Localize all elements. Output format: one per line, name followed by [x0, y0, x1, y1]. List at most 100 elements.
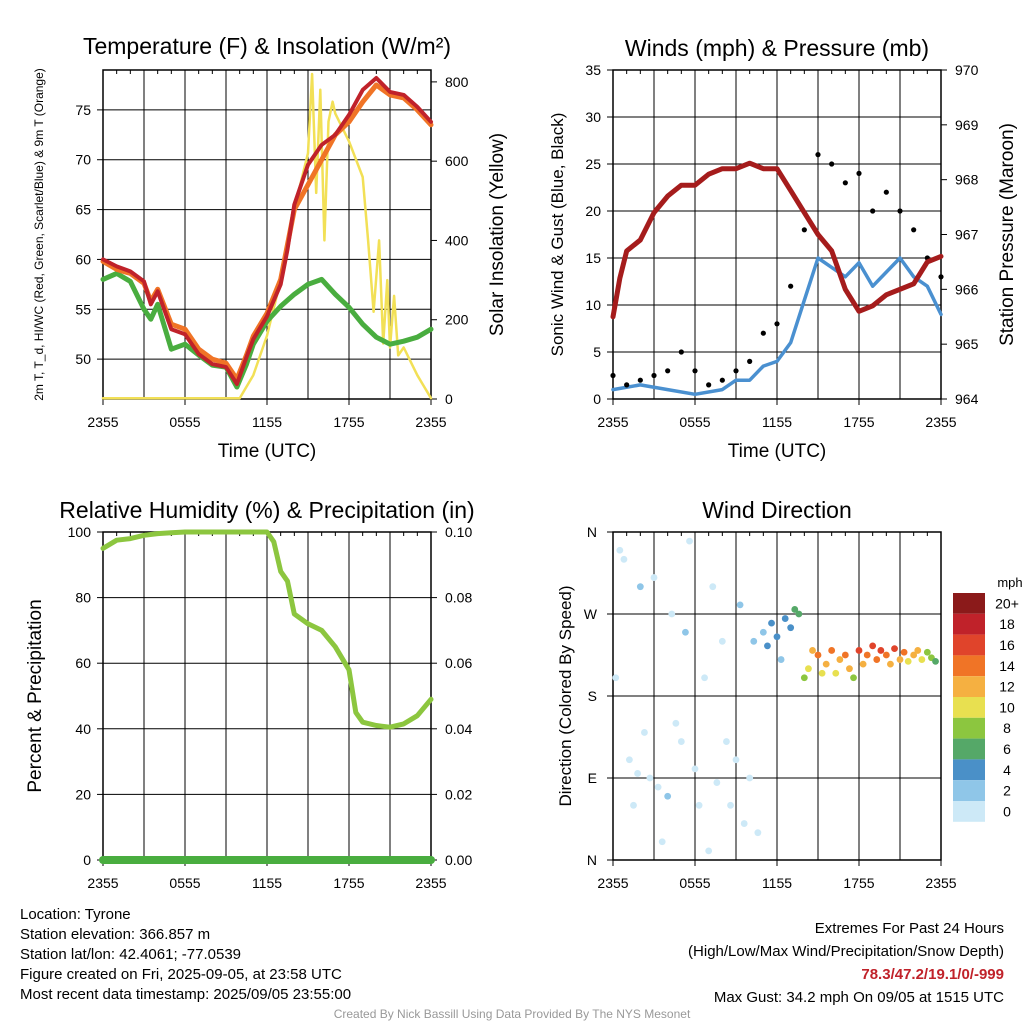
y-tick-label: 80	[75, 590, 91, 606]
colorbar-cell	[953, 759, 985, 781]
x-tick-label: 2355	[925, 875, 956, 891]
y-tick-label: 55	[75, 301, 91, 317]
colorbar-cell	[953, 780, 985, 801]
extremes-values: 78.3/47.2/19.1/0/-999	[861, 966, 1004, 983]
y-axis-label: Sonic Wind & Gust (Blue, Black)	[548, 113, 567, 357]
y-right-axis-label: Solar Insolation (Yellow)	[487, 133, 508, 336]
direction-point	[634, 770, 641, 777]
y-right-tick-label: 965	[955, 336, 979, 352]
colorbar-label: 0	[1003, 803, 1011, 819]
colorbar-cell	[953, 801, 985, 822]
y-tick-label: 60	[75, 655, 91, 671]
y-right-tick-label: 0.10	[445, 524, 472, 540]
y-tick-label: 100	[68, 524, 92, 540]
y-tick-label: 20	[75, 786, 91, 802]
direction-point	[654, 783, 662, 791]
direction-point	[904, 657, 912, 665]
colorbar-label: 20+	[995, 595, 1019, 611]
direction-point	[650, 574, 658, 581]
direction-point	[814, 651, 822, 659]
x-tick-label: 2355	[415, 414, 446, 430]
direction-point	[658, 838, 666, 846]
series-line	[100, 529, 434, 730]
x-tick-label: 1155	[762, 875, 792, 891]
y-tick-label: 70	[75, 152, 91, 168]
x-tick-label: 2355	[87, 414, 118, 430]
gust-point	[624, 382, 630, 388]
chart-title: Winds (mph) & Pressure (mb)	[625, 35, 929, 61]
extremes-subtitle: (High/Low/Max Wind/Precipitation/Snow De…	[688, 943, 1004, 960]
direction-point	[896, 656, 904, 663]
y-tick-label: 65	[75, 202, 91, 218]
y-right-tick-label: 966	[955, 281, 979, 297]
direction-point	[759, 628, 767, 636]
x-tick-label: 1755	[843, 414, 874, 430]
direction-point	[841, 651, 849, 659]
direction-point	[746, 774, 754, 782]
y-tick-label: 5	[593, 344, 601, 360]
y-tick-label: 10	[585, 297, 601, 313]
y-tick-label: 0	[83, 852, 91, 868]
colorbar-label: 10	[999, 699, 1015, 715]
direction-point	[668, 610, 676, 618]
direction-point	[686, 537, 693, 545]
y-tick-label: E	[588, 770, 597, 786]
direction-point	[869, 642, 877, 650]
direction-point	[620, 555, 628, 563]
y-tick-label: W	[584, 606, 598, 622]
y-right-tick-label: 0.00	[445, 852, 472, 868]
y-right-tick-label: 0	[445, 391, 453, 407]
colorbar-cell	[953, 634, 985, 656]
gust-point	[747, 358, 753, 364]
direction-point	[809, 647, 816, 654]
colorbar-cell	[953, 676, 985, 697]
chart-title: Temperature (F) & Insolation (W/m²)	[83, 33, 451, 59]
y-axis-label: 2m T, T_d, HI/WC (Red, Green, Scarlet/Bl…	[32, 68, 46, 401]
colorbar-label: 6	[1003, 741, 1011, 757]
gust-point	[610, 372, 616, 379]
direction-point	[932, 657, 939, 665]
gust-point	[692, 368, 698, 374]
gust-point	[706, 382, 712, 388]
colorbar-title: mph	[997, 575, 1022, 590]
direction-point	[641, 729, 648, 736]
gust-point	[665, 368, 671, 374]
x-tick-label: 2355	[415, 875, 446, 891]
direction-point	[787, 624, 795, 632]
direction-point	[910, 651, 918, 659]
direction-point	[695, 801, 703, 809]
direction-point	[750, 637, 758, 645]
direction-point	[713, 779, 721, 786]
y-tick-label: 20	[585, 203, 601, 219]
y-right-tick-label: 0.02	[445, 786, 472, 802]
colorbar-cell	[953, 738, 985, 760]
direction-point	[863, 651, 871, 659]
y-right-tick-label: 600	[445, 153, 469, 169]
panel-3: 2355 0555 1155 1755 2355 Relative Humidity (%…	[25, 497, 475, 891]
colorbar-label: 8	[1003, 720, 1011, 736]
gust-point	[788, 283, 794, 289]
y-tick-label: 30	[585, 109, 601, 125]
x-tick-label: 1155	[252, 414, 282, 430]
y-tick-label: S	[588, 688, 597, 704]
x-tick-label: 2355	[925, 414, 956, 430]
y-right-tick-label: 970	[955, 62, 979, 78]
direction-point	[718, 637, 726, 645]
location-text: Location: Tyrone	[20, 906, 131, 923]
gust-point	[856, 170, 862, 176]
colorbar-label: 18	[999, 616, 1015, 632]
direction-point	[616, 546, 624, 554]
chart-title: Relative Humidity (%) & Precipitation (i…	[59, 497, 474, 523]
gust-point	[801, 227, 807, 233]
colorbar-cell	[953, 593, 985, 614]
panel-4: 2355 0555 1155 1755 2355 Wind Direction N E S W N D…	[556, 497, 1023, 891]
direction-point	[791, 606, 799, 613]
gust-point	[870, 208, 876, 214]
direction-point	[636, 583, 644, 591]
y-tick-label: 60	[75, 251, 91, 267]
direction-point	[918, 656, 926, 663]
series-line	[611, 256, 943, 397]
direction-point	[818, 669, 826, 677]
direction-point	[800, 674, 808, 682]
direction-point	[701, 674, 708, 682]
